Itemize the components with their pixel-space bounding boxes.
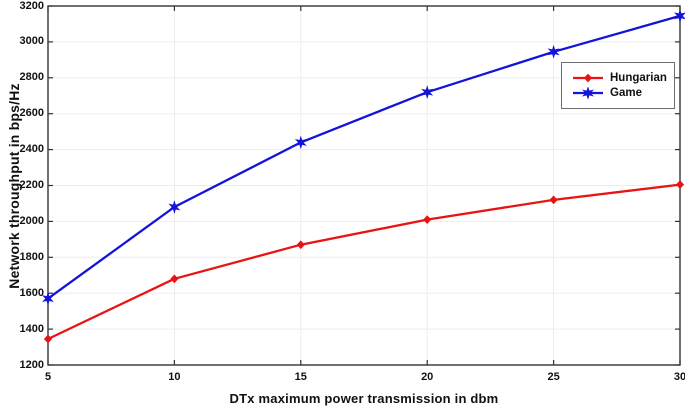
x-tick-label: 25: [547, 371, 560, 383]
legend: Hungarian Game: [561, 62, 675, 109]
y-tick-label: 3200: [19, 0, 44, 12]
y-tick-label: 2600: [19, 107, 44, 120]
x-tick-label: 30: [673, 371, 685, 383]
x-axis-label: DTx maximum power transmission in dbm: [229, 391, 499, 406]
y-tick-label: 2000: [19, 214, 44, 227]
y-tick-label: 1400: [19, 322, 44, 335]
legend-entry-game: Game: [571, 87, 668, 99]
y-tick-label: 3000: [19, 35, 44, 48]
x-tick-label: 5: [44, 371, 52, 383]
y-tick-label: 1800: [19, 250, 44, 263]
x-tick-label: 10: [168, 371, 181, 383]
y-tick-label: 2200: [19, 179, 44, 191]
y-tick-label: 1600: [19, 286, 44, 299]
x-tick-label: 20: [421, 371, 434, 383]
game-line-marker-icon: [573, 87, 603, 99]
legend-entry-hungarian: Hungarian: [571, 72, 668, 84]
y-tick-label: 2800: [19, 71, 44, 84]
y-tick-label: 1200: [19, 358, 44, 371]
legend-label-hungarian: Hungarian: [610, 72, 667, 84]
legend-label-game: Game: [610, 87, 642, 99]
x-tick-label: 15: [294, 371, 307, 383]
hungarian-line-marker-icon: [573, 73, 603, 83]
y-tick-label: 2400: [19, 143, 44, 156]
